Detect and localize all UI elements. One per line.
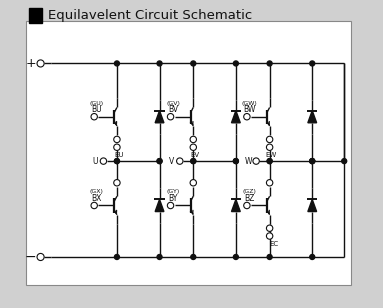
Circle shape [342, 159, 347, 164]
Circle shape [37, 60, 44, 67]
Circle shape [191, 159, 196, 164]
Circle shape [244, 202, 250, 209]
Circle shape [233, 159, 238, 164]
Text: Equilavelent Circuit Schematic: Equilavelent Circuit Schematic [47, 9, 252, 22]
Text: EC: EC [269, 241, 278, 247]
Circle shape [37, 253, 44, 261]
Circle shape [244, 114, 250, 120]
Text: V: V [169, 156, 175, 166]
Polygon shape [231, 111, 240, 123]
Polygon shape [155, 199, 164, 212]
Circle shape [267, 233, 273, 239]
Text: −: − [25, 250, 36, 264]
Circle shape [191, 61, 196, 66]
Circle shape [267, 61, 272, 66]
Text: U: U [93, 156, 98, 166]
Text: BY: BY [169, 194, 178, 203]
Text: (GX): (GX) [90, 189, 104, 194]
Text: BZ: BZ [244, 194, 255, 203]
Polygon shape [308, 111, 317, 123]
Circle shape [310, 159, 315, 164]
Circle shape [267, 136, 273, 143]
Text: EV: EV [190, 152, 200, 158]
Circle shape [157, 61, 162, 66]
Circle shape [267, 180, 273, 186]
Circle shape [191, 159, 196, 164]
Circle shape [177, 158, 183, 164]
Circle shape [100, 158, 106, 164]
Circle shape [114, 136, 120, 143]
Circle shape [310, 159, 315, 164]
Circle shape [190, 144, 196, 150]
Text: (GU): (GU) [90, 101, 104, 106]
Circle shape [157, 254, 162, 259]
Circle shape [267, 144, 273, 150]
Text: W: W [245, 156, 252, 166]
Text: EW: EW [266, 152, 277, 158]
Circle shape [233, 159, 238, 164]
Text: (GZ): (GZ) [242, 189, 256, 194]
Circle shape [233, 254, 238, 259]
Circle shape [115, 254, 119, 259]
Circle shape [191, 254, 196, 259]
Circle shape [114, 144, 120, 150]
Circle shape [115, 159, 119, 164]
Circle shape [310, 61, 315, 66]
Circle shape [190, 180, 196, 186]
Circle shape [267, 254, 272, 259]
Circle shape [190, 136, 196, 143]
Text: BX: BX [92, 194, 102, 203]
Circle shape [91, 202, 97, 209]
Circle shape [157, 159, 162, 164]
Text: (GW): (GW) [242, 101, 257, 106]
Circle shape [253, 158, 259, 164]
Circle shape [233, 61, 238, 66]
Circle shape [167, 202, 174, 209]
Text: BV: BV [168, 105, 178, 114]
Circle shape [310, 254, 315, 259]
Circle shape [310, 159, 315, 164]
Text: EU: EU [114, 152, 123, 158]
Text: (GY): (GY) [166, 189, 180, 194]
Circle shape [267, 225, 273, 231]
Circle shape [115, 159, 119, 164]
Bar [29, 8, 43, 22]
Circle shape [267, 159, 272, 164]
Circle shape [267, 159, 272, 164]
Circle shape [114, 180, 120, 186]
FancyBboxPatch shape [26, 21, 351, 286]
Polygon shape [231, 199, 240, 212]
Text: (GV): (GV) [166, 101, 180, 106]
Circle shape [91, 114, 97, 120]
Polygon shape [308, 199, 317, 212]
Text: BW: BW [243, 105, 255, 114]
Text: BU: BU [92, 105, 102, 114]
Text: +: + [25, 57, 36, 70]
Circle shape [157, 159, 162, 164]
Circle shape [115, 61, 119, 66]
Polygon shape [155, 111, 164, 123]
Circle shape [167, 114, 174, 120]
